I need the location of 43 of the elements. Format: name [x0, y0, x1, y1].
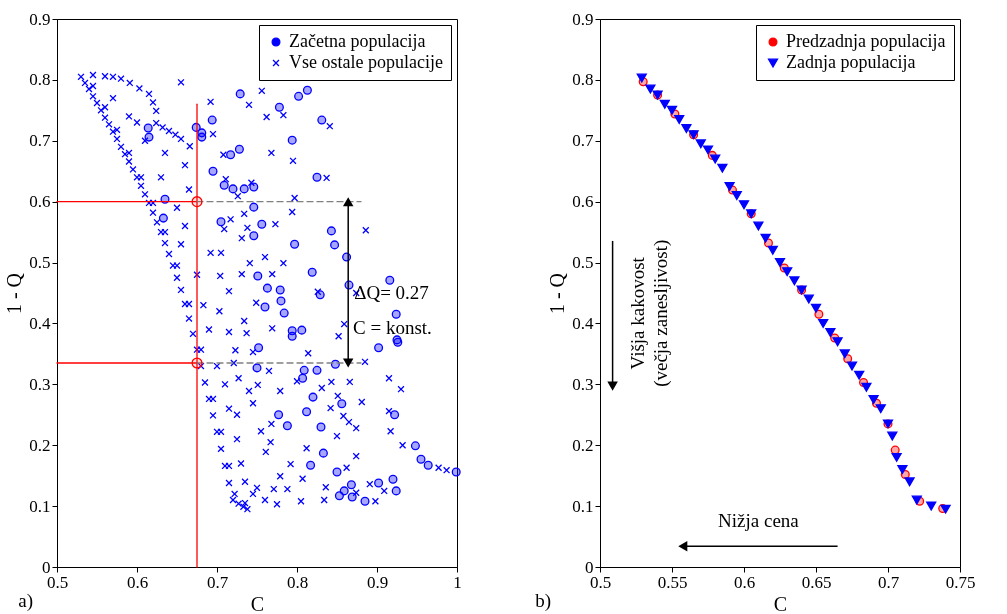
x-tick-label: 0.6	[126, 572, 149, 592]
y-tick-label: 0.6	[572, 192, 594, 212]
y-tick-label: 0.9	[29, 9, 51, 29]
x-tick-label: 0.8	[286, 572, 309, 592]
y-tick-label: 0.3	[29, 374, 51, 394]
x-tick-label: 0.55	[657, 572, 688, 592]
y-tick-label: 0.2	[572, 435, 594, 455]
x-tick-label: 0.75	[945, 572, 976, 592]
y-tick-label: 0.8	[572, 70, 594, 90]
x-tick-label: 0.7	[206, 572, 229, 592]
legend-label: Začetna populacija	[289, 31, 426, 51]
x-tick-label: 0.7	[877, 572, 900, 592]
y-tick-label: 0.1	[29, 496, 51, 516]
y-tick-label: 0.9	[572, 9, 594, 29]
y-tick-label: 0.7	[572, 131, 594, 151]
y-tick-label: 0.4	[29, 313, 51, 333]
y-tick-label: 0.5	[29, 253, 51, 273]
x-axis-title: C	[250, 592, 265, 614]
y-tick-label: 0.3	[572, 374, 594, 394]
x-tick-label: 1	[453, 572, 462, 592]
annotation: Nižja cena	[718, 509, 800, 531]
legend-label: Predzadnja populacija	[786, 31, 946, 51]
text: a)	[18, 589, 33, 612]
y-axis-title: 1 - Q	[3, 272, 26, 315]
x-tick-label: 0.9	[366, 572, 389, 592]
x-tick-label: 0.65	[801, 572, 832, 592]
annotation: Višja kakovost	[626, 256, 648, 370]
x-axis-title: C	[773, 592, 788, 614]
x-tick-label: 0.6	[733, 572, 756, 592]
annotation: (večja zanesljivost)	[650, 239, 673, 387]
y-tick-label: 0.5	[572, 253, 594, 273]
y-tick-label: 0.8	[29, 70, 51, 90]
legend-label: Zadnja populacija	[786, 52, 916, 72]
y-tick-label: 0.7	[29, 131, 51, 151]
annotation: ΔQ= 0.27	[354, 282, 429, 303]
legend-label: Vse ostale populacije	[289, 52, 443, 72]
y-tick-label: 0.6	[29, 192, 51, 212]
y-tick-label: 0.4	[572, 313, 594, 333]
y-tick-label: 0.2	[29, 435, 51, 455]
annotation: C = konst.	[353, 317, 432, 339]
text: b)	[535, 589, 552, 612]
y-tick-label: 0.1	[572, 496, 594, 516]
y-axis-title: 1 - Q	[546, 272, 569, 315]
